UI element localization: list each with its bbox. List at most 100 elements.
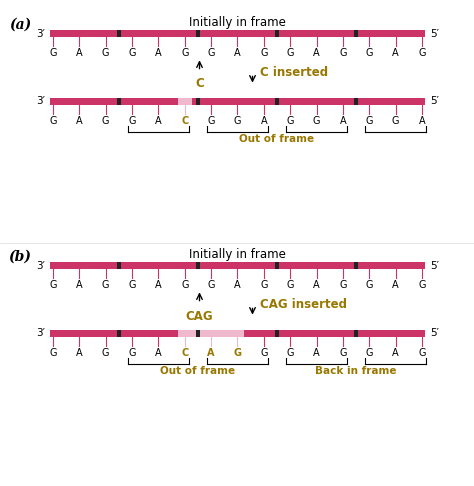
Text: G: G <box>392 116 400 126</box>
Text: G: G <box>49 49 57 58</box>
Bar <box>117 330 121 337</box>
Bar <box>117 31 121 37</box>
Text: (b): (b) <box>9 250 31 264</box>
Bar <box>117 98 121 105</box>
Bar <box>354 98 358 105</box>
Text: G: G <box>234 116 241 126</box>
Text: G: G <box>286 116 294 126</box>
Text: 5′: 5′ <box>430 29 439 39</box>
Bar <box>117 262 121 270</box>
Text: Back in frame: Back in frame <box>315 366 397 376</box>
Bar <box>354 262 358 270</box>
Text: G: G <box>418 348 426 358</box>
Text: Out of frame: Out of frame <box>160 366 236 376</box>
Text: C: C <box>181 116 188 126</box>
Text: A: A <box>392 280 399 291</box>
Text: A: A <box>76 116 82 126</box>
Text: A: A <box>339 116 346 126</box>
Text: A: A <box>208 348 215 358</box>
Text: A: A <box>76 49 82 58</box>
Text: 3′: 3′ <box>36 97 45 106</box>
Text: 5′: 5′ <box>430 329 439 339</box>
Text: G: G <box>365 348 373 358</box>
Text: G: G <box>49 348 57 358</box>
Text: G: G <box>102 116 109 126</box>
Text: C: C <box>195 77 204 90</box>
Text: G: G <box>128 348 136 358</box>
Bar <box>196 31 200 37</box>
Text: A: A <box>313 348 320 358</box>
Text: G: G <box>128 49 136 58</box>
Text: A: A <box>234 49 241 58</box>
Bar <box>192 98 425 105</box>
Text: 5′: 5′ <box>430 261 439 271</box>
Text: A: A <box>234 280 241 291</box>
Text: A: A <box>419 116 425 126</box>
Text: G: G <box>102 280 109 291</box>
Text: G: G <box>260 348 268 358</box>
Text: G: G <box>418 280 426 291</box>
Text: G: G <box>286 49 294 58</box>
Bar <box>50 31 425 37</box>
Text: G: G <box>102 49 109 58</box>
Bar <box>196 98 200 105</box>
Text: (a): (a) <box>9 18 31 32</box>
Bar <box>196 330 200 337</box>
Text: A: A <box>155 116 162 126</box>
Text: G: G <box>234 348 241 358</box>
Text: 3′: 3′ <box>36 329 45 339</box>
Text: G: G <box>102 348 109 358</box>
Bar <box>178 98 192 105</box>
Text: A: A <box>392 348 399 358</box>
Text: A: A <box>313 280 320 291</box>
Bar <box>354 330 358 337</box>
Text: G: G <box>208 49 215 58</box>
Text: Initially in frame: Initially in frame <box>189 248 286 261</box>
Text: G: G <box>313 116 320 126</box>
Text: G: G <box>49 280 57 291</box>
Text: G: G <box>181 49 189 58</box>
Text: A: A <box>76 348 82 358</box>
Bar <box>50 330 178 337</box>
Text: G: G <box>181 280 189 291</box>
Text: G: G <box>208 116 215 126</box>
Text: 3′: 3′ <box>36 29 45 39</box>
Text: A: A <box>313 49 320 58</box>
Text: A: A <box>261 116 267 126</box>
Bar <box>50 262 425 270</box>
Text: Out of frame: Out of frame <box>239 134 315 144</box>
Text: G: G <box>339 348 346 358</box>
Bar <box>196 262 200 270</box>
Text: G: G <box>365 49 373 58</box>
Text: 5′: 5′ <box>430 97 439 106</box>
Text: G: G <box>365 116 373 126</box>
Bar <box>275 98 279 105</box>
Text: G: G <box>418 49 426 58</box>
Text: C: C <box>181 348 188 358</box>
Bar <box>178 330 245 337</box>
Text: G: G <box>339 49 346 58</box>
Text: G: G <box>128 116 136 126</box>
Text: G: G <box>286 280 294 291</box>
Bar <box>354 31 358 37</box>
Text: 3′: 3′ <box>36 261 45 271</box>
Text: CAG inserted: CAG inserted <box>261 298 347 311</box>
Text: A: A <box>76 280 82 291</box>
Bar <box>275 31 279 37</box>
Text: G: G <box>260 49 268 58</box>
Text: A: A <box>392 49 399 58</box>
Bar <box>50 98 178 105</box>
Text: G: G <box>260 280 268 291</box>
Text: Initially in frame: Initially in frame <box>189 16 286 29</box>
Text: C inserted: C inserted <box>261 66 328 79</box>
Text: A: A <box>155 348 162 358</box>
Text: G: G <box>49 116 57 126</box>
Text: G: G <box>128 280 136 291</box>
Text: G: G <box>286 348 294 358</box>
Text: G: G <box>208 280 215 291</box>
Text: G: G <box>339 280 346 291</box>
Bar <box>275 330 279 337</box>
Text: G: G <box>365 280 373 291</box>
Text: CAG: CAG <box>186 310 213 323</box>
Bar <box>275 262 279 270</box>
